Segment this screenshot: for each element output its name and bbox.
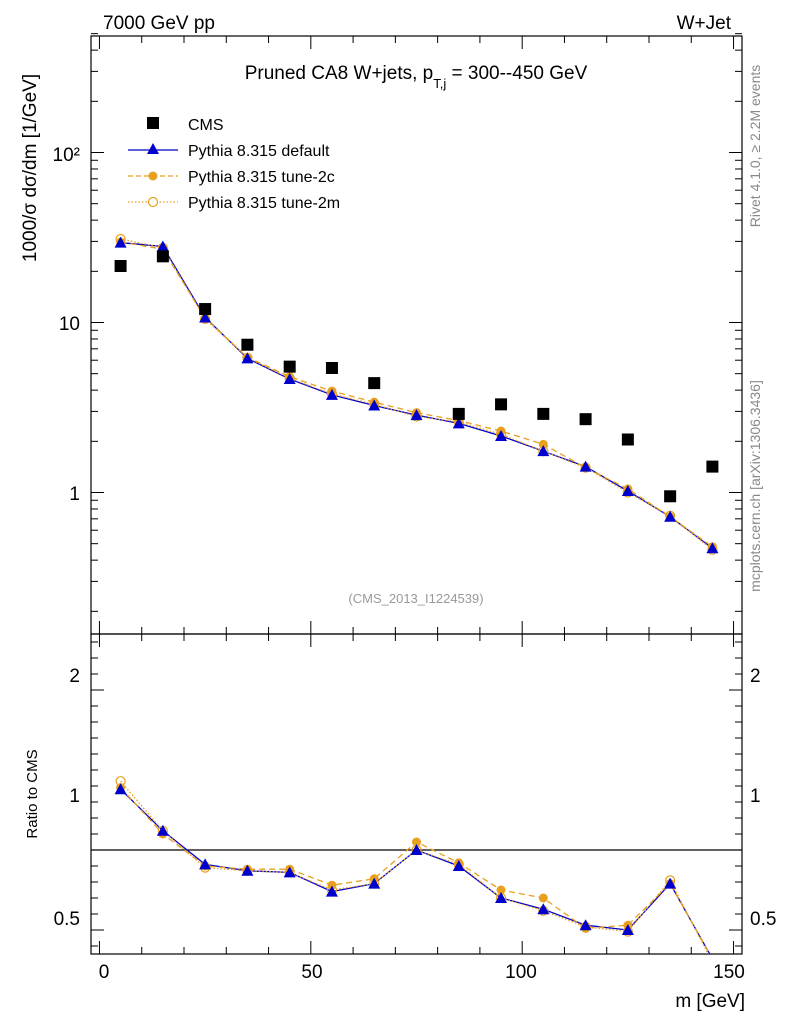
ratio-point-pythia-8-315-default <box>283 866 296 878</box>
ratio-point-pythia-8-315-default <box>621 924 634 935</box>
ratio-point-pythia-8-315-tune-2c <box>496 885 506 895</box>
ratio-point-pythia-8-315-default <box>537 903 550 915</box>
ratio-point-pythia-8-315-default <box>495 892 508 903</box>
ratio-y-tick-label-right: 2 <box>750 666 761 687</box>
main-point-pythia-8-315-default <box>621 485 634 497</box>
ratio-plot-frame <box>90 633 743 955</box>
legend: CMS Pythia 8.315 default Pythia 8.315 tu… <box>128 117 340 212</box>
main-point-cms <box>537 407 550 420</box>
legend-label-cms: CMS <box>188 117 224 134</box>
main-point-cms <box>368 377 381 390</box>
main-point-pythia-8-315-default <box>664 510 677 522</box>
main-point-pythia-8-315-default <box>410 409 423 421</box>
legend-marker-cms <box>147 117 159 129</box>
main-point-cms <box>156 250 169 263</box>
main-point-pythia-8-315-default <box>283 373 296 385</box>
ratio-line-pythia-8-315-tune-2m <box>120 780 709 954</box>
main-point-cms <box>325 361 338 374</box>
main-point-pythia-8-315-default <box>156 240 169 252</box>
ratio-y-tick-label-right: 1 <box>750 786 761 807</box>
ratio-point-pythia-8-315-tune-2c <box>538 893 548 903</box>
x-tick-label: 150 <box>713 962 745 983</box>
main-point-pythia-8-315-default <box>579 460 592 472</box>
main-point-cms <box>452 407 465 420</box>
ratio-point-pythia-8-315-tune-2c <box>412 837 421 847</box>
ratio-y-tick-label: 1 <box>69 786 80 807</box>
legend-label-tune-2c: Pythia 8.315 tune-2c <box>188 169 335 186</box>
main-point-pythia-8-315-default <box>706 542 719 554</box>
main-point-cms <box>621 433 634 446</box>
legend-marker-default <box>147 143 159 154</box>
x-axis-label: m [GeV] <box>675 991 745 1012</box>
ratio-y-tick-label: 2 <box>69 666 80 687</box>
main-point-pythia-8-315-default <box>325 388 338 400</box>
main-point-cms <box>579 413 592 426</box>
chart-title: Pruned CA8 W+jets, pT,j = 300--450 GeV <box>245 63 588 91</box>
ratio-point-pythia-8-315-default <box>410 844 423 855</box>
rivet-version-label: Rivet 4.1.0, ≥ 2.2M events <box>747 65 763 228</box>
main-y-tick-label: 10² <box>53 145 80 166</box>
legend-label-default: Pythia 8.315 default <box>188 143 330 160</box>
main-line-pythia-8-315-tune-2m <box>120 238 713 551</box>
main-point-pythia-8-315-default <box>114 236 127 248</box>
mcplots-source-label: mcplots.cern.ch [arXiv:1306.3436] <box>747 380 763 592</box>
main-point-cms <box>495 398 508 411</box>
main-point-cms <box>706 460 719 473</box>
main-point-pythia-8-315-default <box>495 429 508 441</box>
ratio-point-pythia-8-315-default <box>452 860 465 871</box>
ratio-point-pythia-8-315-default <box>114 783 127 795</box>
main-point-cms <box>241 338 254 351</box>
header-right-label: W+Jet <box>677 13 732 34</box>
main-line-pythia-8-315-default <box>120 241 713 549</box>
legend-label-tune-2m: Pythia 8.315 tune-2m <box>188 195 340 212</box>
ratio-point-pythia-8-315-default <box>579 919 592 931</box>
ratio-y-tick-label-right: 0.5 <box>750 909 776 930</box>
main-y-tick-label: 10 <box>59 314 80 335</box>
x-tick-label: 100 <box>505 962 537 983</box>
ratio-y-tick-label: 0.5 <box>54 909 80 930</box>
legend-marker-tune-2m <box>147 196 159 208</box>
ratio-point-pythia-8-315-default <box>368 877 381 889</box>
header-left-label: 7000 GeV pp <box>103 13 215 34</box>
main-point-pythia-8-315-tune-2c <box>538 439 548 449</box>
analysis-id-label: (CMS_2013_I1224539) <box>348 591 483 606</box>
main-point-pythia-8-315-default <box>368 399 381 411</box>
main-y-tick-label: 1 <box>69 484 80 505</box>
ratio-point-pythia-8-315-default <box>241 864 254 876</box>
x-tick-label: 50 <box>301 962 322 983</box>
ratio-point-pythia-8-315-default <box>199 858 212 870</box>
main-point-cms <box>664 490 677 503</box>
main-point-pythia-8-315-default <box>199 311 212 323</box>
ratio-point-pythia-8-315-default <box>156 824 169 836</box>
main-point-cms <box>283 360 296 373</box>
main-series-layer <box>114 233 719 555</box>
x-tick-label: 0 <box>99 962 110 983</box>
ratio-series-layer <box>114 776 711 954</box>
ratio-point-pythia-8-315-default <box>664 877 677 889</box>
main-point-cms <box>199 303 212 316</box>
main-line-pythia-8-315-tune-2c <box>120 241 713 548</box>
legend-marker-tune-2c <box>148 171 158 181</box>
main-point-pythia-8-315-default <box>537 445 550 457</box>
main-y-axis-label: 1000/σ dσ/dm [1/GeV] <box>20 74 41 262</box>
ratio-point-pythia-8-315-tune-2c <box>327 880 337 890</box>
ratio-y-axis-label: Ratio to CMS <box>24 749 41 838</box>
main-point-cms <box>114 259 127 272</box>
ratio-point-pythia-8-315-default <box>325 885 338 897</box>
main-point-pythia-8-315-default <box>241 352 254 364</box>
main-point-pythia-8-315-default <box>452 417 465 429</box>
